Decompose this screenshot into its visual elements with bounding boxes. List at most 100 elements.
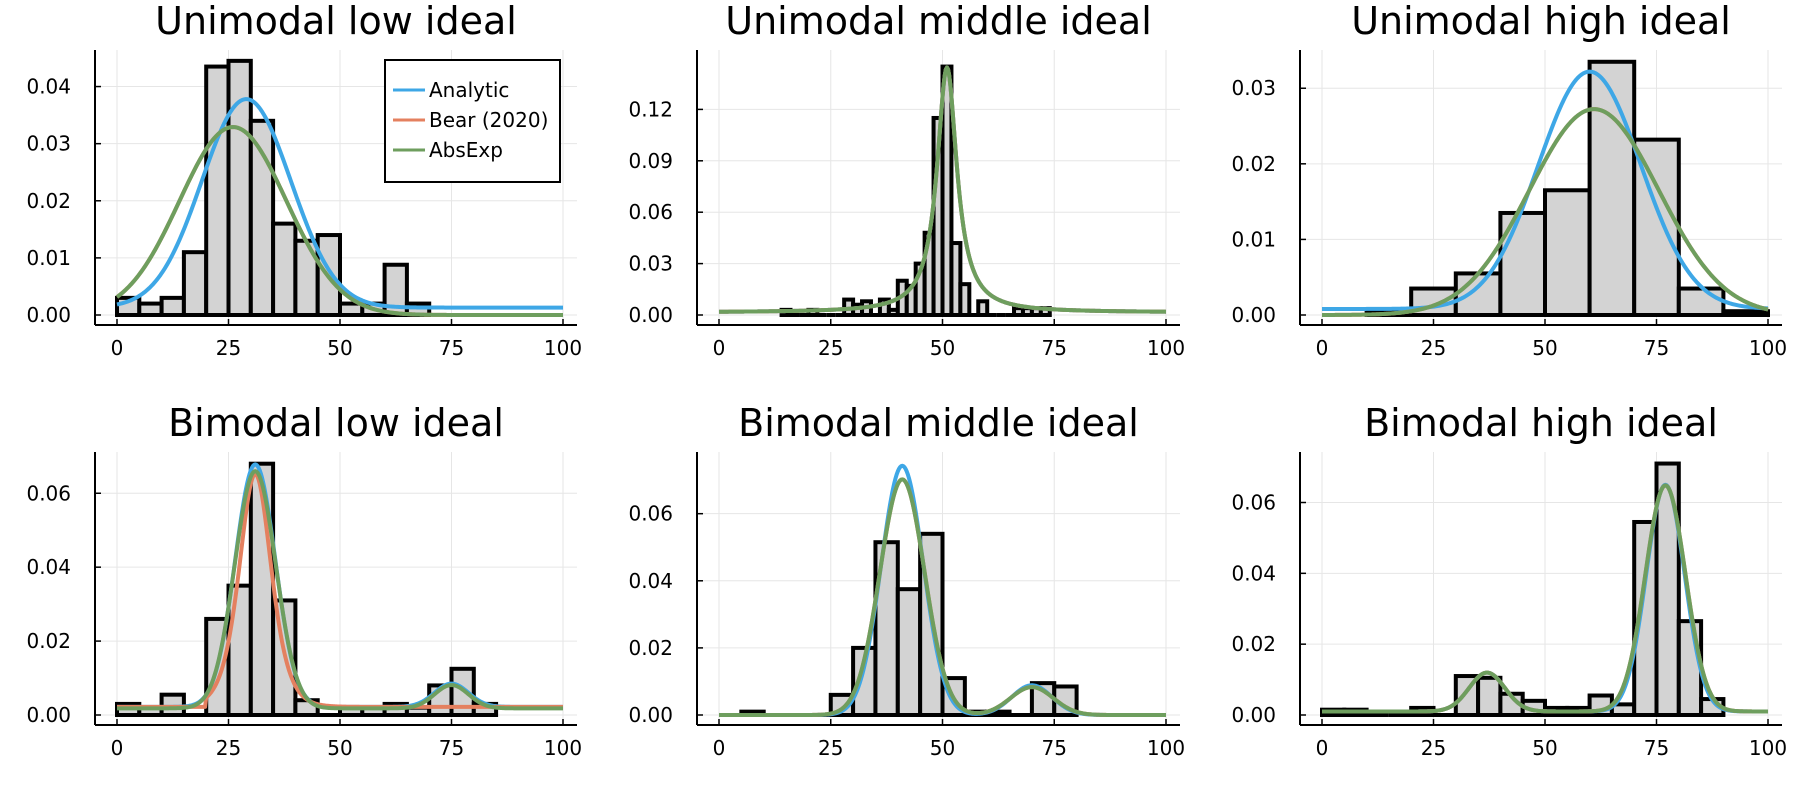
histogram-bar	[1587, 59, 1637, 317]
y-tick-label: 0.00	[1231, 703, 1276, 727]
histogram-bar	[1676, 619, 1704, 717]
y-tick-label: 0.04	[26, 75, 71, 99]
panel-6: 0 25 50 75 100 0.00 0.02 0.04 0.06 Bimodal high i…	[1231, 401, 1787, 760]
panel-3: 0 25 50 75 100 0.00 0.01 0.02 0.03 Unimodal high …	[1231, 0, 1787, 360]
panel-1: 0 25 50 75 100 0.00 0.01 0.02 0.03 0.04 Unimodal l…	[26, 0, 582, 360]
histogram-bar	[293, 238, 320, 317]
x-tick-label: 25	[818, 336, 843, 360]
x-tick-label: 75	[439, 336, 464, 360]
series-line-absexp	[1321, 107, 1769, 317]
y-tick-label: 0.06	[628, 502, 673, 526]
y-tick-label: 0.00	[628, 303, 673, 327]
y-tick-label: 0.00	[628, 703, 673, 727]
x-tick-label: 100	[544, 336, 582, 360]
x-tick-label: 50	[1532, 736, 1557, 760]
y-tick-label: 0.00	[1231, 303, 1276, 327]
legend-label: Analytic	[429, 78, 509, 102]
histogram-bar	[958, 282, 972, 318]
histogram-bar	[271, 221, 298, 317]
y-tick-label: 0.02	[26, 629, 71, 653]
chart-title: Unimodal low ideal	[155, 0, 517, 43]
y-tick-label: 0.03	[1231, 76, 1276, 100]
legend-label: Bear (2020)	[429, 108, 548, 132]
chart-title: Unimodal middle ideal	[725, 0, 1152, 43]
histogram-bar	[159, 295, 186, 318]
x-tick-label: 0	[713, 336, 726, 360]
histogram-bar	[1654, 461, 1681, 717]
x-tick-label: 50	[327, 336, 352, 360]
x-tick-label: 50	[930, 336, 955, 360]
histogram-bar	[877, 297, 891, 317]
series-line-analytic	[116, 97, 564, 310]
x-tick-label: 0	[1316, 336, 1329, 360]
histogram-bar	[181, 250, 209, 318]
x-tick-label: 100	[1147, 736, 1185, 760]
y-tick-label: 0.02	[628, 636, 673, 660]
y-tick-label: 0.04	[1231, 561, 1276, 585]
y-tick-label: 0.00	[26, 303, 71, 327]
x-tick-label: 0	[1316, 736, 1329, 760]
histogram-bar	[137, 301, 164, 318]
x-tick-label: 0	[713, 736, 726, 760]
panel-5: 0 25 50 75 100 0.00 0.02 0.04 0.06 Bimodal middle…	[628, 401, 1185, 760]
y-tick-label: 0.02	[1231, 632, 1276, 656]
histogram-bar	[1721, 309, 1771, 317]
series-line-absexp	[718, 65, 1167, 314]
histogram-bar	[226, 583, 253, 717]
y-tick-label: 0.03	[628, 252, 673, 276]
series-line-absexp	[718, 477, 1167, 717]
x-tick-label: 50	[1532, 336, 1557, 360]
x-tick-label: 75	[439, 736, 464, 760]
y-tick-label: 0.06	[1231, 491, 1276, 515]
legend-label: AbsExp	[429, 138, 503, 162]
chart-title: Unimodal high ideal	[1351, 0, 1731, 43]
y-tick-label: 0.02	[26, 189, 71, 213]
x-tick-label: 25	[1421, 736, 1446, 760]
histogram-bar	[1476, 675, 1503, 717]
x-tick-label: 100	[1749, 736, 1787, 760]
series-line-absexp	[116, 469, 564, 711]
y-tick-label: 0.01	[26, 246, 71, 270]
x-tick-label: 25	[216, 736, 241, 760]
histogram-bar	[204, 64, 231, 317]
histogram-bar	[248, 118, 276, 317]
x-tick-label: 50	[327, 736, 352, 760]
x-tick-label: 25	[818, 736, 843, 760]
series-line-absexp	[1321, 483, 1769, 714]
x-tick-label: 75	[1644, 736, 1669, 760]
x-tick-label: 100	[1147, 336, 1185, 360]
y-tick-label: 0.06	[26, 481, 71, 505]
y-tick-label: 0.12	[628, 97, 673, 121]
y-tick-label: 0.04	[26, 555, 71, 579]
y-tick-label: 0.09	[628, 149, 673, 173]
chart-title: Bimodal high ideal	[1364, 401, 1718, 445]
y-tick-label: 0.01	[1231, 227, 1276, 251]
histogram-bar	[949, 241, 963, 317]
x-tick-label: 25	[1421, 336, 1446, 360]
histogram-bar	[1676, 286, 1726, 318]
x-tick-label: 25	[216, 336, 241, 360]
panel-2: 0 25 50 75 100 0.00 0.03 0.06 0.09 0.12 Unimodal m…	[628, 0, 1185, 360]
x-tick-label: 75	[1042, 736, 1067, 760]
chart-title: Bimodal middle ideal	[738, 401, 1139, 445]
y-tick-label: 0.03	[26, 132, 71, 156]
series-line-analytic	[1321, 69, 1769, 311]
histogram-bar	[976, 299, 990, 318]
y-tick-label: 0.02	[1231, 152, 1276, 176]
x-tick-label: 0	[111, 336, 124, 360]
panel-4: 0 25 50 75 100 0.00 0.02 0.04 0.06 Bimodal low id…	[26, 401, 582, 760]
x-tick-label: 0	[111, 736, 124, 760]
histogram-bar	[1543, 188, 1592, 318]
histogram-bar	[895, 587, 923, 717]
chart-title: Bimodal low ideal	[168, 401, 504, 445]
y-tick-label: 0.06	[628, 200, 673, 224]
y-tick-label: 0.04	[628, 569, 673, 593]
y-tick-label: 0.00	[26, 703, 71, 727]
x-tick-label: 75	[1644, 336, 1669, 360]
x-tick-label: 50	[930, 736, 955, 760]
series-line-absexp	[115, 125, 564, 317]
legend: Analytic Bear (2020) AbsExp	[384, 59, 561, 183]
x-tick-label: 100	[544, 736, 582, 760]
histogram-bar	[1453, 271, 1503, 318]
